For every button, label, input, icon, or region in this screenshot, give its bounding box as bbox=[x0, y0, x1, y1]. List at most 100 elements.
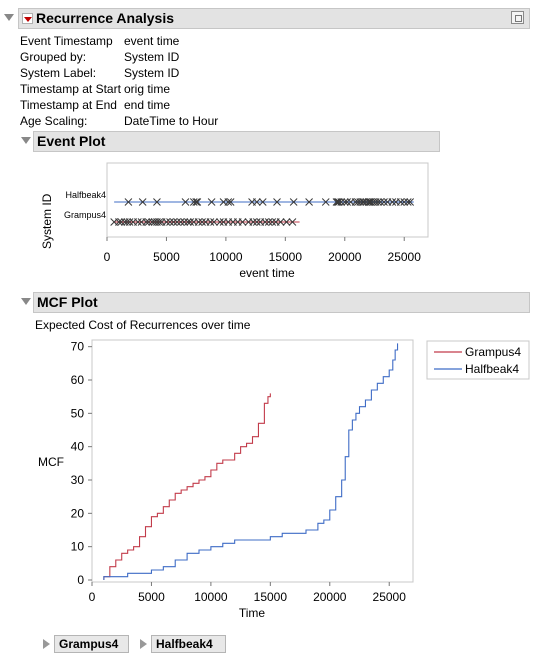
event-mark bbox=[343, 198, 352, 206]
event-mark bbox=[273, 198, 281, 206]
event-mark bbox=[261, 218, 269, 226]
expand-grampus4-icon[interactable] bbox=[43, 639, 50, 649]
mcf-x-tick-label: 5000 bbox=[138, 590, 165, 604]
event-mark bbox=[166, 218, 174, 226]
event-plot-chart: 0 5000 10000 15000 20000 25000 Halfbeak4 Gramp… bbox=[40, 162, 429, 280]
expand-halfbeak4-icon[interactable] bbox=[140, 639, 147, 649]
mcf-plot-xlabel: Time bbox=[239, 606, 266, 620]
event-mark bbox=[153, 198, 161, 206]
halfbeak4-outline-button[interactable]: Halfbeak4 bbox=[151, 635, 226, 653]
event-mark bbox=[226, 198, 235, 206]
event-mark bbox=[282, 218, 291, 226]
event-x-tick-label: 10000 bbox=[209, 250, 243, 264]
event-mark bbox=[183, 218, 192, 226]
mcf-x-tick-label: 20000 bbox=[313, 590, 347, 604]
event-mark bbox=[333, 198, 342, 206]
mcf-plot-ylabel: MCF bbox=[38, 455, 64, 469]
event-mark bbox=[169, 218, 178, 226]
mcf-y-tick-label: 10 bbox=[71, 540, 85, 554]
info-value: System ID bbox=[124, 66, 180, 80]
event-mark bbox=[403, 198, 412, 206]
event-plot-title: Event Plot bbox=[37, 133, 106, 149]
event-mark bbox=[224, 198, 233, 206]
event-mark bbox=[365, 198, 374, 206]
mcf-plot-frame bbox=[91, 339, 414, 583]
event-mark bbox=[144, 218, 153, 226]
event-mark bbox=[192, 198, 201, 206]
mcf-series-grampus4 bbox=[103, 393, 271, 580]
event-mark bbox=[176, 218, 185, 226]
event-mark bbox=[249, 218, 258, 226]
event-mark bbox=[376, 198, 385, 206]
event-mark bbox=[396, 198, 405, 206]
event-mark bbox=[207, 198, 216, 206]
info-key: Age Scaling: bbox=[20, 114, 88, 128]
event-mark bbox=[400, 198, 409, 206]
event-mark bbox=[305, 198, 313, 206]
mcf-x-tick-label: 10000 bbox=[194, 590, 228, 604]
event-x-tick-label: 15000 bbox=[269, 250, 303, 264]
mcf-y-tick-label: 20 bbox=[71, 506, 85, 520]
event-mark bbox=[337, 198, 346, 206]
report-menu-icon[interactable] bbox=[22, 13, 33, 24]
event-system-label: Grampus4 bbox=[64, 210, 106, 220]
mcf-y-tick-label: 0 bbox=[77, 573, 84, 587]
event-x-tick-label: 5000 bbox=[153, 250, 180, 264]
event-mark bbox=[186, 218, 195, 226]
event-mark bbox=[334, 198, 343, 206]
event-mark bbox=[216, 218, 224, 226]
window-restore-icon[interactable] bbox=[511, 11, 524, 24]
mcf-y-tick-label: 40 bbox=[71, 440, 85, 454]
event-mark bbox=[388, 198, 397, 206]
event-mark bbox=[194, 218, 203, 226]
info-key: Event Timestamp bbox=[20, 34, 113, 48]
event-mark bbox=[117, 218, 126, 226]
collapse-mcf-plot-icon[interactable] bbox=[21, 298, 31, 305]
event-x-tick-label: 0 bbox=[104, 250, 111, 264]
event-mark bbox=[206, 218, 215, 226]
event-mark bbox=[115, 218, 123, 226]
event-mark bbox=[358, 198, 367, 206]
event-x-tick-label: 25000 bbox=[388, 250, 422, 264]
event-mark bbox=[252, 218, 261, 226]
event-mark bbox=[238, 218, 247, 226]
event-x-tick-label: 20000 bbox=[328, 250, 362, 264]
info-value: end time bbox=[124, 98, 171, 112]
event-mark bbox=[181, 198, 190, 206]
event-mark bbox=[155, 218, 164, 226]
mcf-legend bbox=[426, 340, 530, 380]
event-mark bbox=[189, 198, 198, 206]
event-mark bbox=[198, 218, 206, 226]
report-title: Recurrence Analysis bbox=[36, 10, 174, 26]
legend-label-grampus4: Grampus4 bbox=[465, 345, 521, 359]
grampus4-outline-button[interactable]: Grampus4 bbox=[54, 635, 129, 653]
mcf-y-tick-label: 30 bbox=[71, 473, 85, 487]
info-key: Grouped by: bbox=[20, 50, 87, 64]
mcf-plot-chart: 0 5000 10000 15000 20000 25000 0 10 20 30 40 50 60 70… bbox=[38, 339, 530, 620]
report-header bbox=[18, 8, 530, 29]
event-mark bbox=[406, 198, 415, 206]
event-mark bbox=[264, 218, 273, 226]
event-mark bbox=[180, 218, 189, 226]
event-mark bbox=[288, 218, 297, 226]
info-value: System ID bbox=[124, 50, 180, 64]
event-mark bbox=[258, 198, 267, 206]
info-value: DateTime to Hour bbox=[124, 114, 219, 128]
mcf-y-tick-label: 50 bbox=[71, 406, 85, 420]
event-plot-frame bbox=[106, 162, 429, 238]
collapse-event-plot-icon[interactable] bbox=[21, 137, 31, 144]
event-plot-xlabel: event time bbox=[239, 266, 295, 280]
collapse-report-icon[interactable] bbox=[4, 14, 14, 21]
mcf-plot-subtitle: Expected Cost of Recurrences over time bbox=[35, 318, 251, 332]
event-mark bbox=[268, 218, 277, 226]
event-mark bbox=[321, 198, 330, 206]
event-mark bbox=[340, 198, 349, 206]
mcf-x-tick-label: 15000 bbox=[254, 590, 288, 604]
event-plot-ylabel: System ID bbox=[40, 193, 54, 249]
event-mark bbox=[380, 198, 388, 206]
mcf-series-halfbeak4 bbox=[103, 343, 399, 580]
mcf-plot-header bbox=[33, 292, 530, 313]
event-plot-header bbox=[33, 131, 440, 152]
event-system-label: Halfbeak4 bbox=[65, 190, 106, 200]
mcf-x-tick-label: 25000 bbox=[373, 590, 407, 604]
